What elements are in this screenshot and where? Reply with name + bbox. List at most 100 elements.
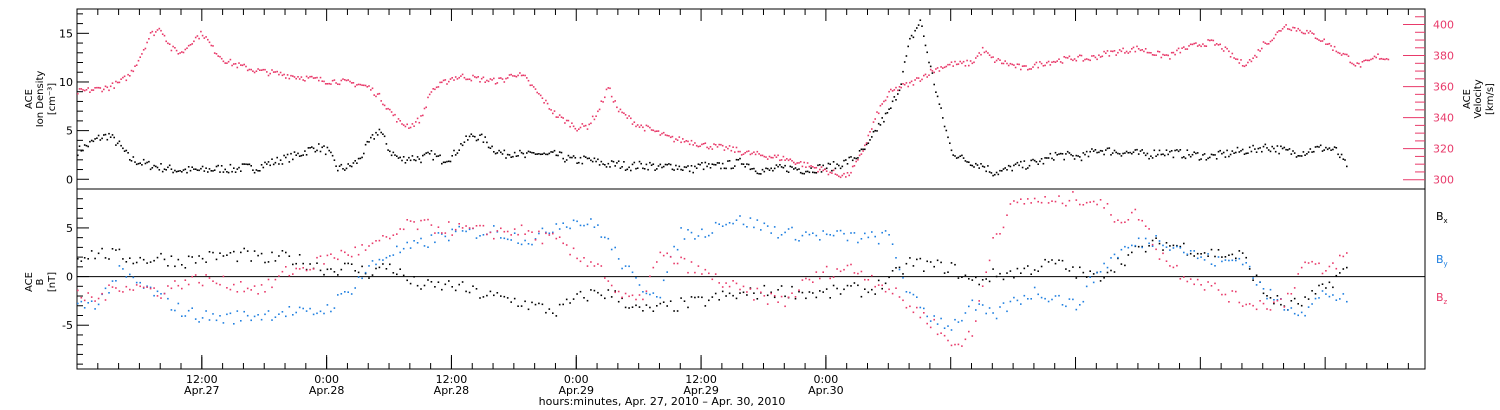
velocity-point <box>1151 54 1154 56</box>
density-point <box>796 168 798 171</box>
velocity-point <box>493 77 495 80</box>
velocity-point <box>853 165 856 167</box>
Bz-point <box>884 290 887 293</box>
By-point <box>1189 250 1192 252</box>
density-point <box>288 161 291 163</box>
velocity-point <box>697 145 700 148</box>
density-point <box>269 164 271 167</box>
velocity-point <box>905 82 908 84</box>
Bz-point <box>1020 198 1022 200</box>
velocity-point <box>319 76 322 79</box>
Bx-point <box>843 288 845 291</box>
density-point <box>1105 149 1107 151</box>
density-point <box>248 163 251 166</box>
Bx-point <box>416 284 419 287</box>
velocity-point <box>1269 40 1272 43</box>
velocity-point <box>751 152 753 155</box>
density-point <box>706 165 708 168</box>
density-point <box>1016 161 1019 164</box>
Bz-point <box>1203 289 1206 291</box>
By-point <box>1193 250 1195 252</box>
density-point <box>260 164 263 166</box>
density-point <box>212 170 214 172</box>
density-point <box>968 161 970 163</box>
density-point <box>1042 162 1045 165</box>
density-point <box>642 167 644 170</box>
Bz-point <box>836 268 838 270</box>
velocity-point <box>546 102 549 105</box>
Bz-point <box>1304 261 1306 264</box>
velocity-point <box>555 116 558 118</box>
density-point <box>1261 150 1263 153</box>
density-point <box>919 19 922 21</box>
density-point <box>307 147 310 149</box>
velocity-point <box>1077 55 1079 58</box>
velocity-point <box>506 77 509 79</box>
density-point <box>534 153 537 155</box>
Bz-point <box>1144 225 1147 227</box>
By-point <box>787 228 790 230</box>
velocity-point <box>1040 62 1043 65</box>
x-axis-time-label: 0:00 <box>814 373 839 386</box>
velocity-point <box>1179 51 1182 54</box>
velocity-point <box>713 143 715 145</box>
density-point <box>408 156 410 159</box>
Bx-point <box>413 276 415 278</box>
Bx-point <box>226 254 228 256</box>
velocity-point <box>519 72 521 74</box>
By-point <box>836 230 838 232</box>
Bz-point <box>520 224 523 227</box>
density-point <box>290 152 292 155</box>
velocity-point <box>952 65 954 67</box>
By-point <box>572 219 575 222</box>
density-point <box>545 153 547 156</box>
velocity-point <box>765 156 767 158</box>
Bz-point <box>1300 266 1303 269</box>
density-point <box>943 125 946 128</box>
velocity-point <box>298 78 301 80</box>
By-point <box>468 228 471 231</box>
Bx-point <box>1179 245 1182 248</box>
By-point <box>1127 246 1130 249</box>
velocity-point <box>647 125 649 128</box>
Bx-point <box>773 296 776 299</box>
density-point <box>527 150 530 153</box>
Bx-point <box>836 287 838 290</box>
velocity-point <box>638 126 641 128</box>
By-point <box>534 238 537 240</box>
velocity-point <box>1193 42 1195 45</box>
Bz-point <box>215 282 218 285</box>
Bx-point <box>520 305 523 307</box>
velocity-point <box>720 143 722 146</box>
Bz-point <box>368 245 370 247</box>
velocity-point <box>692 144 694 146</box>
By-point <box>354 287 356 289</box>
Bz-point <box>579 260 582 263</box>
By-point <box>250 319 252 322</box>
x-axis-date-label: Apr.27 <box>184 384 220 397</box>
By-point <box>420 237 422 240</box>
Bz-point <box>763 295 766 297</box>
Bz-point <box>468 227 471 229</box>
By-point <box>794 238 797 241</box>
Bx-point <box>305 268 308 271</box>
velocity-point <box>1066 57 1069 59</box>
velocity-point <box>664 134 667 136</box>
velocity-point <box>380 100 382 102</box>
Bz-point <box>305 269 308 272</box>
Bx-point <box>347 262 349 265</box>
Bz-point <box>673 262 675 265</box>
By-point <box>538 232 540 235</box>
By-point <box>1314 297 1317 300</box>
density-point <box>108 132 110 135</box>
Bx-point <box>950 262 953 264</box>
Bx-point <box>919 257 922 260</box>
velocity-point <box>793 161 795 164</box>
By-point <box>1203 259 1206 261</box>
velocity-point <box>340 79 343 82</box>
Bz-point <box>298 268 301 270</box>
Bz-point <box>600 265 603 267</box>
Bz-point <box>562 242 564 245</box>
Bx-point <box>1072 266 1074 268</box>
velocity-point <box>813 167 816 169</box>
